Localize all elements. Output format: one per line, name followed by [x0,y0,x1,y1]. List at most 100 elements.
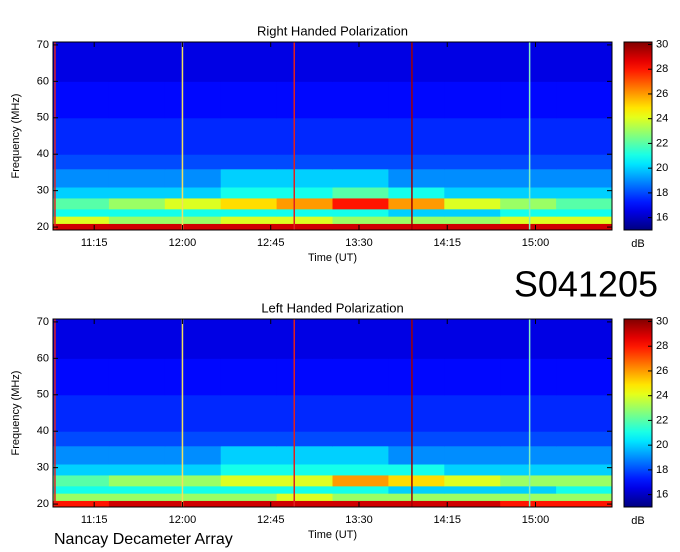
chart-title: Right Handed Polarization [257,23,408,38]
heat-cell [276,168,333,188]
heat-cell [220,81,278,119]
heat-cell [500,485,557,494]
heat-cell [388,493,445,501]
heat-cell [276,500,333,508]
heat-cell [388,117,445,155]
heat-cell [276,42,333,82]
heat-cell [164,464,222,476]
heat-cell [164,474,222,487]
heat-cell [276,208,333,217]
x-axis-label: Time (UT) [308,252,357,264]
heat-cell [220,154,278,170]
heat-cell [556,445,613,465]
x-tick-label: 13:30 [345,514,373,526]
heat-cell [164,500,222,508]
heat-cell [108,493,166,501]
y-tick-label: 50 [37,389,49,401]
heat-cell [556,223,613,231]
heat-cell [220,445,278,465]
heat-cell [220,223,278,231]
heat-cell [332,319,389,359]
heat-cell [332,431,389,447]
heat-cell [388,394,445,432]
heat-cell [332,500,389,508]
heat-cell [500,117,557,155]
heat-cell [500,431,557,447]
heat-cell [444,81,501,119]
x-tick-label: 12:45 [257,237,285,249]
chart-title: Left Handed Polarization [261,300,403,315]
heat-cell [500,464,557,476]
heat-cell [108,464,166,476]
heat-cell [388,216,445,224]
heat-cell [388,445,445,465]
heat-cell [276,319,333,359]
colorbar-tick-label: 24 [656,113,668,125]
x-tick-label: 15:00 [522,237,550,249]
heat-cell [444,216,501,224]
heat-cell [108,168,166,188]
heat-cell [220,474,278,487]
heat-cell [220,358,278,396]
plot-frame [52,318,613,508]
heat-cell [276,493,333,501]
colorbar-tick-label: 18 [656,464,668,476]
heat-cell [276,464,333,476]
heat-cell [500,474,557,487]
heat-cell [444,42,501,82]
heat-cell [164,197,222,210]
heat-cell [444,168,501,188]
heat-cell [556,81,613,119]
colorbar-tick-label: 16 [656,212,668,224]
heat-cell [388,431,445,447]
heat-cell [108,358,166,396]
x-tick-label: 11:15 [81,237,108,249]
heat-cell [444,117,501,155]
heat-cell [276,358,333,396]
colorbar-tick-label: 30 [656,38,668,50]
y-tick-label: 20 [37,498,49,510]
heat-cell [164,117,222,155]
heat-cell [332,358,389,396]
heat-cell [500,358,557,396]
colorbar-label: dB [631,515,644,527]
footer: Nancay Decameter Array [54,531,233,548]
heat-cell [500,394,557,432]
heat-cell [108,117,166,155]
heat-cell [444,464,501,476]
heat-cell [220,500,278,508]
x-tick-label: 15:00 [522,514,550,526]
heat-cell [53,319,110,359]
heat-cell [444,394,501,432]
heat-cell [332,154,389,170]
heat-cell [444,485,501,494]
heat-cell [164,168,222,188]
colorbar-tick-label: 30 [656,315,668,327]
heat-cell [388,500,445,508]
colorbar-tick-label: 16 [656,489,668,501]
heat-cell [53,197,110,210]
heat-cell [53,493,110,501]
heat-cell [53,81,110,119]
heat-cell [164,81,222,119]
heat-cell [444,208,501,217]
heat-cell [276,223,333,231]
heat-cell [444,358,501,396]
x-tick-label: 11:15 [81,514,108,526]
heat-cell [500,197,557,210]
heat-cell [556,358,613,396]
colorbar [623,41,653,231]
colorbar-tick-label: 24 [656,390,668,402]
heat-cell [108,474,166,487]
colorbar-label: dB [631,238,644,250]
heat-cell [164,319,222,359]
heat-cell [500,42,557,82]
heat-cell [444,493,501,501]
y-tick-label: 70 [37,316,49,328]
colorbar-tick-label: 18 [656,187,668,199]
heat-cell [556,485,613,494]
heat-cell [53,394,110,432]
heat-cell [556,197,613,210]
heat-cell [332,223,389,231]
heat-cell [220,464,278,476]
